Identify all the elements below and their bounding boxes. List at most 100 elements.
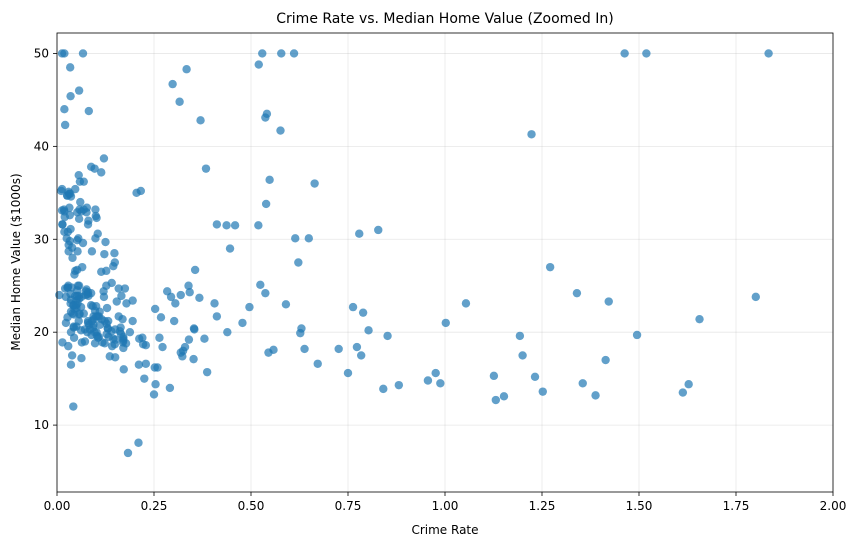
- data-point: [112, 297, 121, 306]
- x-tick-label: 1.00: [432, 499, 459, 513]
- data-point: [81, 290, 90, 300]
- data-point: [61, 318, 71, 328]
- data-point: [678, 388, 688, 397]
- data-point: [223, 327, 232, 337]
- data-point: [99, 292, 109, 302]
- data-point: [69, 310, 79, 319]
- data-point: [109, 334, 118, 343]
- data-point: [132, 188, 141, 198]
- data-point: [261, 288, 270, 298]
- data-point: [764, 49, 773, 58]
- data-point: [277, 49, 286, 58]
- data-point: [57, 186, 66, 196]
- data-point: [254, 221, 263, 230]
- y-tick-label: 50: [34, 46, 49, 60]
- data-point: [83, 316, 93, 326]
- data-point: [77, 354, 86, 363]
- y-tick-label: 20: [34, 325, 49, 339]
- data-point: [212, 220, 222, 229]
- data-point: [80, 337, 90, 346]
- data-point: [642, 49, 651, 58]
- data-point: [87, 247, 97, 256]
- data-point: [60, 120, 70, 130]
- x-tick-label: 2.00: [820, 499, 847, 513]
- x-axis-label: Crime Rate: [411, 523, 478, 537]
- x-tick-label: 1.50: [626, 499, 653, 513]
- data-point: [149, 390, 159, 399]
- data-point: [202, 367, 212, 377]
- x-tick-label: 0.75: [335, 499, 362, 513]
- x-tick-label: 1.25: [529, 499, 556, 513]
- data-point: [97, 168, 106, 177]
- x-tick-label: 0.00: [44, 499, 71, 513]
- data-point: [264, 348, 273, 357]
- data-point: [150, 304, 160, 314]
- data-point: [261, 199, 271, 209]
- data-point: [195, 293, 204, 303]
- data-point: [102, 303, 112, 313]
- data-point: [591, 391, 600, 400]
- y-tick-label: 10: [34, 418, 49, 432]
- data-point: [245, 302, 254, 312]
- data-point: [138, 340, 148, 349]
- data-point: [60, 49, 69, 58]
- data-point: [431, 368, 440, 378]
- data-point: [110, 249, 119, 258]
- data-point: [294, 258, 303, 267]
- data-point: [383, 331, 392, 341]
- data-point: [189, 354, 198, 364]
- data-point: [74, 291, 83, 301]
- data-point: [171, 299, 180, 308]
- data-point: [69, 402, 78, 411]
- data-point: [68, 253, 77, 263]
- data-point: [76, 302, 86, 312]
- x-tick-label: 0.50: [238, 499, 265, 513]
- data-point: [72, 236, 82, 245]
- data-point: [71, 184, 80, 194]
- data-point: [91, 234, 100, 243]
- data-point: [134, 438, 143, 447]
- data-point: [304, 234, 314, 243]
- data-point: [111, 353, 120, 362]
- data-point: [74, 281, 84, 290]
- data-point: [184, 281, 193, 290]
- data-point: [103, 324, 113, 333]
- data-point: [281, 300, 291, 309]
- data-point: [140, 374, 149, 383]
- data-point: [66, 91, 75, 101]
- data-point: [620, 49, 629, 58]
- data-point: [82, 203, 92, 212]
- data-point: [65, 63, 75, 72]
- data-point: [168, 79, 177, 89]
- y-tick-label: 30: [34, 232, 49, 246]
- data-point: [76, 326, 86, 335]
- data-point: [75, 177, 85, 186]
- data-point: [200, 334, 209, 343]
- data-point: [66, 289, 75, 299]
- data-point: [538, 387, 547, 396]
- data-point: [355, 229, 364, 238]
- data-point: [70, 270, 79, 279]
- data-point: [110, 258, 120, 267]
- data-point: [97, 267, 106, 276]
- data-point: [210, 299, 219, 308]
- data-point: [125, 327, 135, 337]
- data-point: [572, 288, 582, 298]
- data-point: [158, 342, 167, 352]
- data-point: [67, 351, 77, 360]
- data-point: [123, 448, 133, 458]
- data-point: [175, 97, 184, 106]
- data-point: [122, 299, 131, 308]
- data-point: [436, 379, 445, 388]
- data-point: [423, 376, 433, 385]
- data-point: [156, 313, 166, 322]
- data-point: [151, 380, 160, 389]
- data-point: [176, 348, 185, 357]
- data-point: [238, 318, 247, 328]
- data-point: [356, 351, 366, 360]
- data-point: [94, 332, 104, 342]
- data-point: [348, 302, 358, 312]
- data-point: [601, 355, 610, 365]
- data-point: [364, 326, 373, 335]
- data-point: [190, 265, 200, 275]
